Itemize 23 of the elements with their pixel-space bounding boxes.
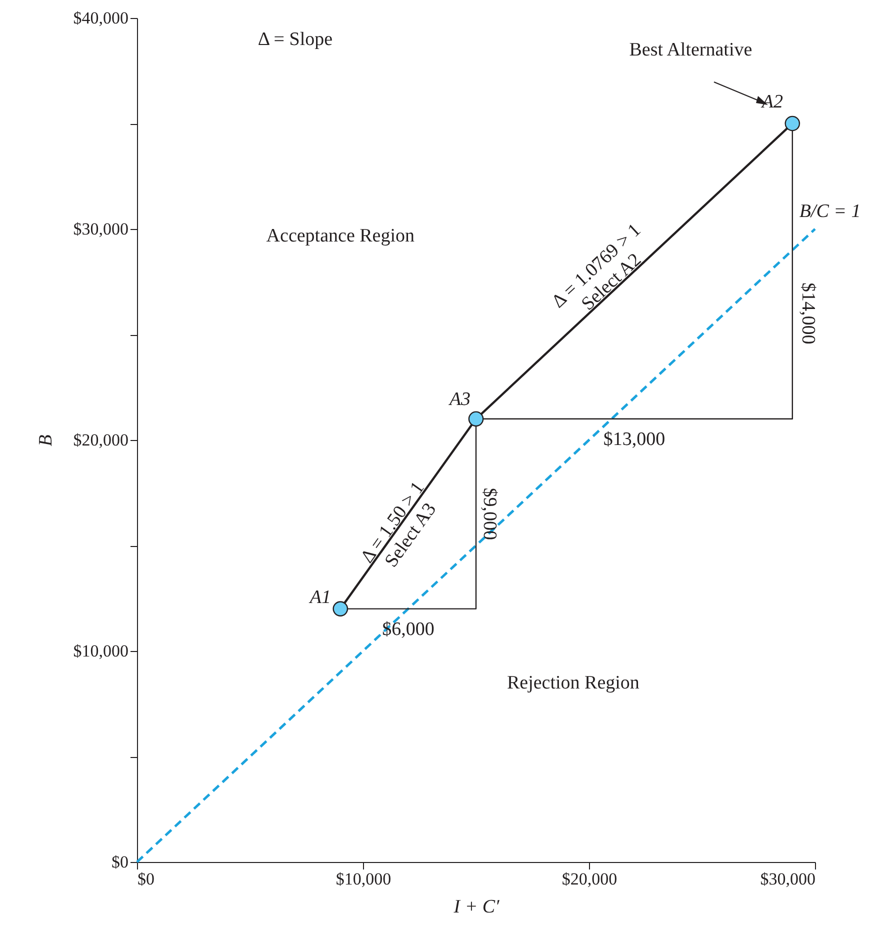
x-tick-label: $20,000 xyxy=(562,870,618,888)
x-tick-label: $0 xyxy=(138,870,154,888)
annotation: Δ = Slope xyxy=(258,29,333,50)
annotation: $13,000 xyxy=(603,428,666,450)
y-tick-label: $30,000 xyxy=(73,220,128,238)
y-axis-title: B xyxy=(35,434,56,446)
annotation: Rejection Region xyxy=(506,672,640,694)
y-tick-label: $0 xyxy=(112,852,128,872)
x-axis-title: I + C′ xyxy=(452,896,500,918)
annotation: $14,000 xyxy=(797,282,818,344)
annotation: Acceptance Region xyxy=(266,225,416,246)
annotation: B/C = 1 xyxy=(799,201,861,222)
x-tick-label: $10,000 xyxy=(336,870,392,888)
annotation: A2 xyxy=(760,92,784,112)
annotation: $9,000 xyxy=(479,488,500,540)
y-tick-label: $40,000 xyxy=(73,8,128,28)
annotation: $6,000 xyxy=(382,618,434,640)
y-tick-label: $20,000 xyxy=(73,430,128,450)
y-tick-label: $10,000 xyxy=(73,642,128,660)
annotation: A1 xyxy=(308,586,331,608)
x-tick-label: $30,000 xyxy=(760,870,816,888)
annotation: A3 xyxy=(447,388,471,410)
annotation: Best Alternative xyxy=(629,40,752,61)
